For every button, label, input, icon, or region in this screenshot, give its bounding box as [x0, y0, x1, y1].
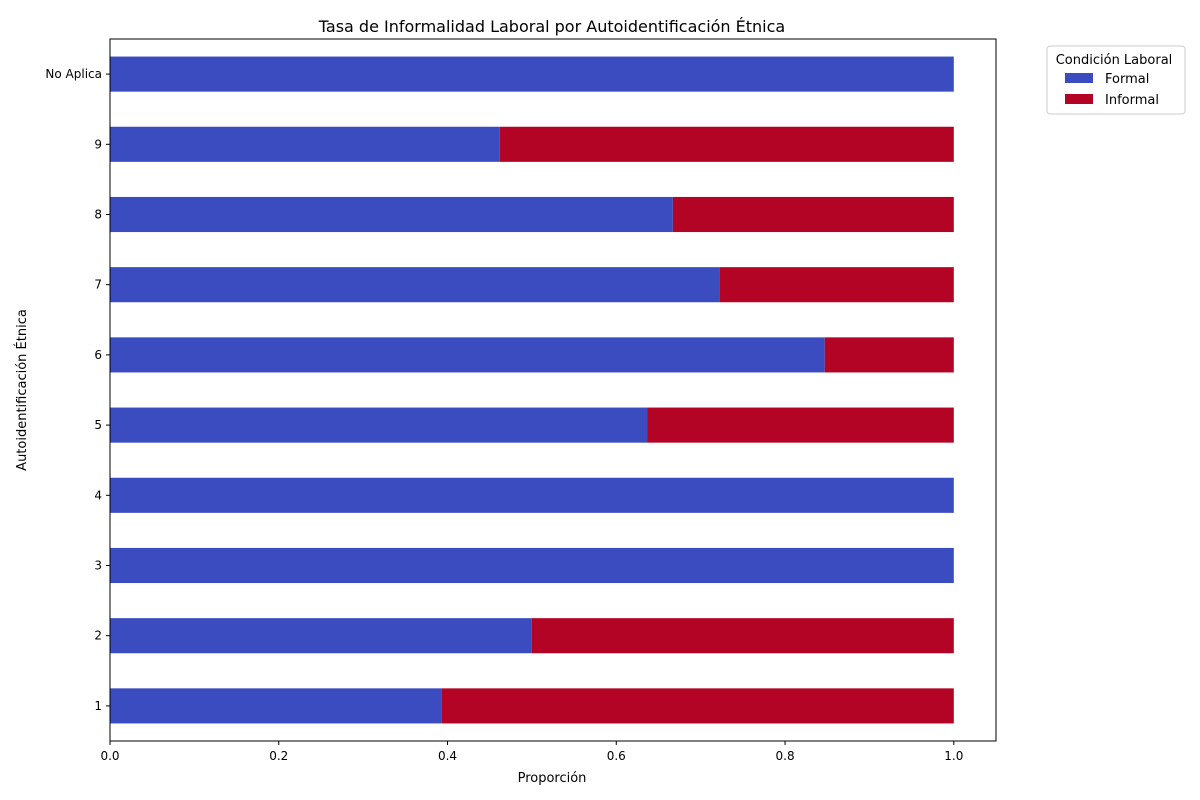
- legend-swatch-informal: [1065, 94, 1093, 104]
- bar-informal-9: [499, 126, 954, 162]
- bar-formal-no-aplica: [110, 56, 954, 92]
- bar-informal-7: [719, 267, 954, 303]
- x-tick-label: 0.4: [438, 749, 457, 763]
- bar-formal-4: [110, 477, 954, 513]
- x-tick-label: 0.6: [607, 749, 626, 763]
- y-tick-label: 3: [94, 559, 102, 573]
- bars-group: [110, 56, 954, 724]
- bar-informal-5: [647, 407, 954, 443]
- x-tick-label: 0.8: [776, 749, 795, 763]
- bar-formal-3: [110, 547, 954, 584]
- y-tick-label: No Aplica: [45, 67, 102, 81]
- bar-informal-8: [672, 196, 954, 233]
- legend: Condición Laboral Formal Informal: [1046, 45, 1186, 115]
- x-tick-label: 0.2: [269, 749, 288, 763]
- bar-informal-2: [531, 618, 954, 654]
- x-axis-label: Proporción: [518, 771, 587, 786]
- y-axis-ticks: 1 2 3 4 5 6 7 8 9 No Aplica: [45, 67, 110, 713]
- y-tick-label: 8: [94, 208, 102, 222]
- x-axis-ticks: 0.0 0.2 0.4 0.6 0.8 1.0: [100, 741, 963, 763]
- bar-informal-1: [441, 688, 954, 724]
- bar-formal-8: [110, 196, 673, 233]
- y-tick-label: 4: [94, 488, 102, 502]
- chart-title: Tasa de Informalidad Laboral por Autoide…: [318, 17, 785, 36]
- legend-title: Condición Laboral: [1056, 53, 1173, 68]
- bar-formal-9: [110, 126, 500, 162]
- legend-items: Formal Informal: [1065, 72, 1159, 108]
- x-tick-label: 0.0: [100, 749, 119, 763]
- y-tick-label: 5: [94, 418, 102, 432]
- x-tick-label: 1.0: [944, 749, 963, 763]
- legend-swatch-formal: [1065, 73, 1093, 83]
- plot-frame: [109, 38, 997, 742]
- bar-formal-1: [110, 688, 442, 724]
- y-tick-label: 2: [94, 629, 102, 643]
- y-tick-label: 9: [94, 137, 102, 151]
- y-tick-label: 6: [94, 348, 102, 362]
- bar-formal-5: [110, 407, 648, 443]
- y-tick-label: 1: [94, 699, 102, 713]
- y-axis-label: Autoidentificación Étnica: [14, 309, 30, 471]
- bar-formal-6: [110, 337, 825, 373]
- legend-label-formal: Formal: [1105, 72, 1149, 87]
- y-tick-label: 7: [94, 278, 102, 292]
- bar-informal-6: [824, 337, 954, 373]
- legend-label-informal: Informal: [1105, 93, 1159, 108]
- bar-formal-7: [110, 267, 720, 303]
- bar-formal-2: [110, 618, 532, 654]
